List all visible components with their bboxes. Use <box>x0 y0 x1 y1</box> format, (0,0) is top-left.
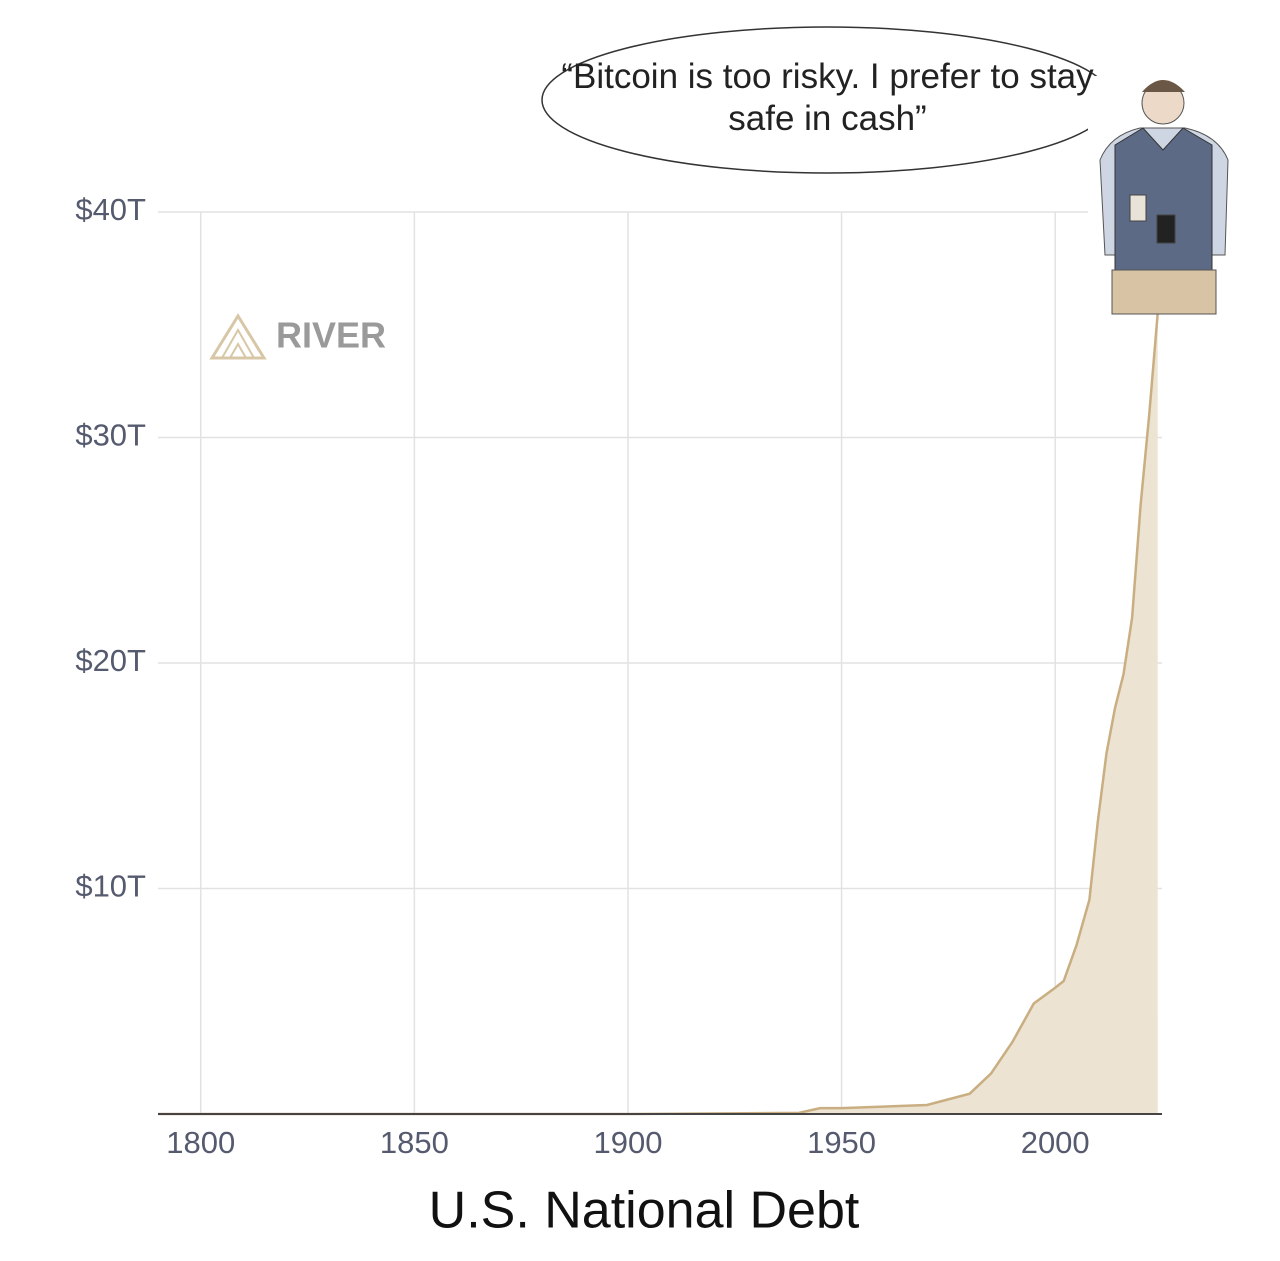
line <box>158 313 1159 1116</box>
watermark: RIVER <box>276 315 386 356</box>
cup <box>1129 194 1147 222</box>
pants <box>1111 269 1217 315</box>
grid <box>158 211 1162 1114</box>
river-logo: RIVER <box>209 313 386 360</box>
area <box>158 313 1158 1114</box>
y-tick-label: $30T <box>75 418 146 453</box>
hair <box>1142 80 1185 92</box>
x-tick-label: 1800 <box>166 1125 235 1160</box>
y-tick-label: $20T <box>75 643 146 678</box>
y-tick-label: $40T <box>75 192 146 227</box>
x-tick-label: 1900 <box>593 1125 662 1160</box>
logo-icon <box>209 313 267 360</box>
marks <box>158 313 1159 1116</box>
quote: “Bitcoin is too risky. I prefer to stay … <box>561 57 1094 138</box>
badge <box>1156 214 1176 244</box>
x-tick-label: 1950 <box>807 1125 876 1160</box>
person-illustration <box>1088 76 1230 315</box>
x-tick-label: 2000 <box>1021 1125 1090 1160</box>
chart-title: U.S. National Debt <box>429 1182 860 1240</box>
x-tick-label: 1850 <box>380 1125 449 1160</box>
logo-lines <box>221 327 255 359</box>
y-tick-label: $10T <box>75 869 146 904</box>
